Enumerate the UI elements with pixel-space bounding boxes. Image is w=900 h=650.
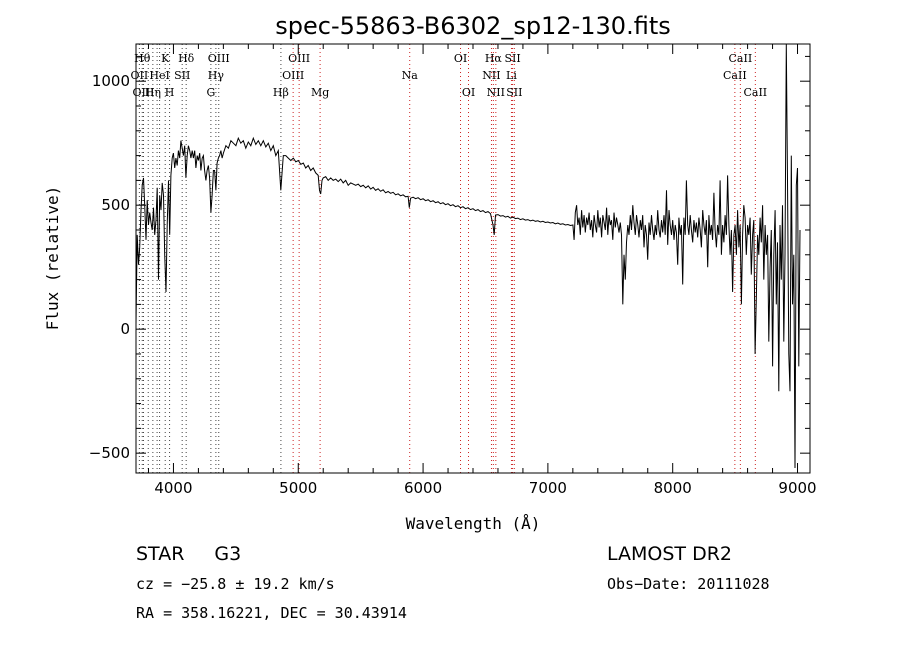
y-tick-label: −500: [89, 444, 130, 462]
axis-tick-labels: 4000 5000 6000 7000 8000 9000 −500 0 500 1000: [89, 72, 817, 497]
object-subclass: G3: [214, 543, 242, 565]
spectral-line-label: OIII: [288, 52, 310, 65]
spectral-line-labels: OIIHθOIIIHηHeIKHSIIHδGHγOIIIHβOIIIOIIIMg…: [131, 52, 768, 99]
plot-frame: [135, 43, 811, 474]
x-tick-label: 7000: [529, 479, 567, 497]
spectral-line-label: OI: [454, 52, 467, 65]
spectral-line-label: HeI: [149, 69, 169, 82]
spectrum-line: [135, 43, 801, 469]
spectral-line-label: Hη: [145, 86, 161, 99]
spectral-line-label: CaII: [729, 52, 753, 65]
y-tick-label: 1000: [92, 72, 130, 90]
spectral-line-label: Na: [402, 69, 419, 82]
spectral-line-label: OIII: [282, 69, 304, 82]
spectral-line-label: Hγ: [208, 69, 225, 82]
spectral-line-label: Hα: [485, 52, 503, 65]
spectral-line-label: G: [206, 86, 215, 99]
spectral-line-label: CaII: [743, 86, 767, 99]
spectral-line-label: CaII: [723, 69, 747, 82]
spectral-line-label: SII: [504, 52, 520, 65]
redshift-velocity: cz = −25.8 ± 19.2 km/s: [136, 575, 335, 593]
x-tick-label: 8000: [654, 479, 692, 497]
spectral-line-label: OII: [131, 69, 149, 82]
survey-name: LAMOST DR2: [607, 543, 732, 565]
spectral-line-label: NII: [487, 86, 505, 99]
y-axis-label: Flux (relative): [43, 186, 62, 331]
spectral-line-label: SII: [174, 69, 190, 82]
spectral-line-label: Hθ: [134, 52, 151, 65]
x-axis-label: Wavelength (Å): [406, 514, 541, 533]
x-tick-label: 5000: [279, 479, 317, 497]
sky-coordinates: RA = 358.16221, DEC = 30.43914: [136, 604, 407, 622]
x-tick-label: 9000: [778, 479, 816, 497]
observation-date: Obs−Date: 20111028: [607, 575, 770, 593]
object-classification: STAR G3: [136, 543, 241, 565]
spectral-line-label: SII: [506, 86, 522, 99]
spectral-line-label: Hβ: [273, 86, 289, 99]
object-class: STAR: [136, 543, 185, 565]
spectral-line-label: NII: [482, 69, 500, 82]
spectral-line-label: OIII: [208, 52, 230, 65]
spectral-line-label: Hδ: [178, 52, 195, 65]
spectral-line-label: Mg: [311, 86, 329, 99]
x-tick-label: 6000: [404, 479, 442, 497]
y-tick-label: 500: [101, 196, 130, 214]
plot-title: spec-55863-B6302_sp12-130.fits: [275, 12, 670, 40]
spectral-line-label: K: [161, 52, 170, 65]
axis-ticks: [136, 44, 810, 473]
spectral-line-label: Li: [506, 69, 517, 82]
spectral-line-label: H: [165, 86, 175, 99]
x-tick-label: 4000: [154, 479, 192, 497]
spectral-line-label: OI: [462, 86, 475, 99]
spectral-line-markers: [138, 44, 756, 473]
y-tick-label: 0: [120, 320, 130, 338]
spectral-line-label: OIII: [132, 86, 154, 99]
